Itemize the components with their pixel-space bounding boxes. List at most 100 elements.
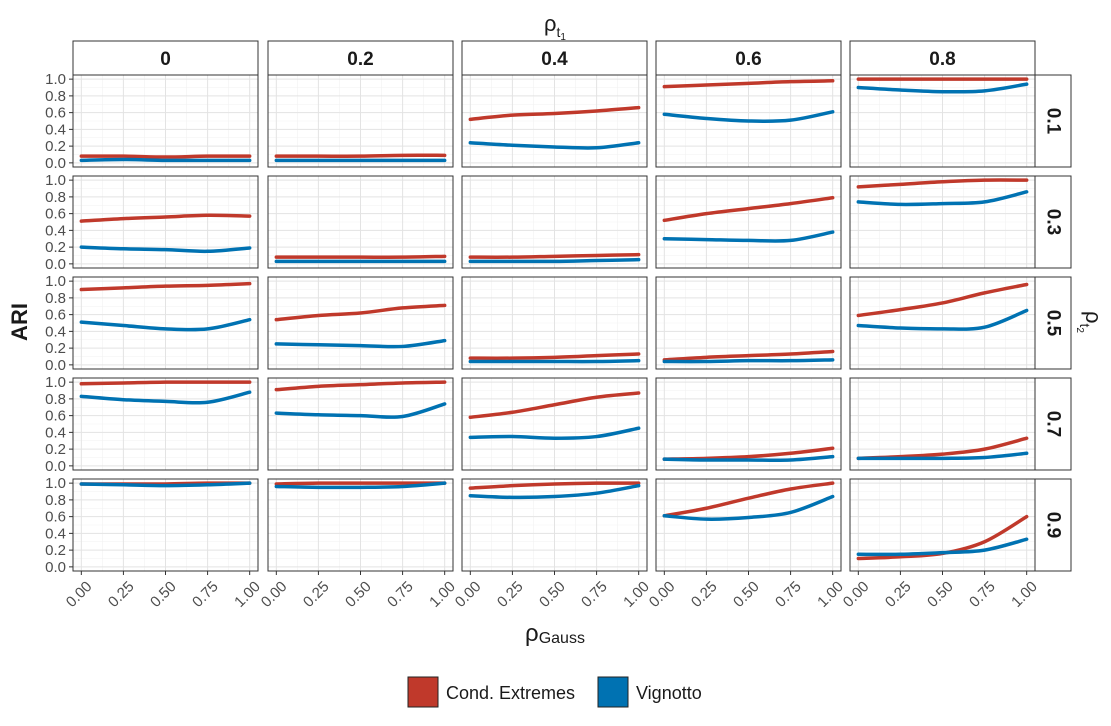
y-tick-label: 0.8 (45, 88, 66, 105)
panel-r0-c2 (461, 74, 648, 168)
series-line-cond-extremes (274, 254, 447, 259)
panel-border (461, 377, 648, 471)
panel-r3-c2 (461, 377, 648, 471)
series-line-vignotto (856, 537, 1029, 557)
panel-r3-c3 (655, 377, 842, 471)
series-line-cond-extremes (79, 154, 252, 159)
panel-r0-c0 (72, 74, 259, 168)
series-line-cond-extremes (468, 481, 641, 490)
y-tick-label: 0.8 (45, 189, 66, 206)
y-tick-label: 1.0 (45, 475, 66, 492)
series-line-cond-extremes (662, 79, 835, 89)
panel-r4-c4 (849, 478, 1036, 572)
y-tick-label: 0.4 (45, 323, 66, 340)
panel-r3-c0 (72, 377, 259, 471)
panel-r2-c1 (267, 276, 454, 370)
x-tick-label: 0.25 (882, 578, 915, 611)
panel-border (461, 175, 648, 269)
facet-row-title-subsub: 2 (1074, 327, 1085, 333)
series-line-vignotto (856, 451, 1029, 461)
column-strip-box (72, 40, 259, 76)
panel-r1-c1 (267, 175, 454, 269)
x-tick-label: 1.00 (620, 578, 653, 611)
x-tick-label: 0.00 (452, 578, 485, 611)
y-tick-label: 0.2 (45, 239, 66, 256)
series-line-cond-extremes (468, 252, 641, 259)
panel-border (72, 276, 259, 370)
facet-column-title-subsub: 1 (560, 32, 566, 43)
row-strips: 0.1 0.3 0.5 0.7 0.9 (1034, 74, 1072, 572)
facet-column-title: ρt1 (544, 11, 566, 43)
y-tick-label: 1.0 (45, 172, 66, 189)
series-line-vignotto (468, 358, 641, 364)
x-tick-label: 1.00 (1008, 578, 1041, 611)
column-strip-box (267, 40, 454, 76)
panel-border (655, 276, 842, 370)
series-line-vignotto (274, 402, 447, 419)
y-tick-label: 1.0 (45, 71, 66, 88)
y-tick-label: 0.4 (45, 222, 66, 239)
series-line-cond-extremes (662, 349, 835, 362)
series-line-vignotto (79, 317, 252, 332)
panel-r3-c4 (849, 377, 1036, 471)
y-tick-label: 1.0 (45, 374, 66, 391)
panel-r4-c3 (655, 478, 842, 572)
facet-row-title-symbol: ρ (1081, 311, 1106, 324)
series-line-vignotto (662, 494, 835, 521)
y-tick-label: 0.4 (45, 525, 66, 542)
row-strip-box (1034, 478, 1072, 572)
x-tick-label: 0.75 (384, 578, 417, 611)
panel-border (267, 175, 454, 269)
series-line-cond-extremes (856, 178, 1029, 189)
panel-border (655, 175, 842, 269)
series-line-vignotto (662, 454, 835, 462)
y-tick-label: 0.6 (45, 408, 66, 425)
series-line-vignotto (79, 245, 252, 254)
row-strip-label: 0.5 (1043, 310, 1064, 337)
x-tick-label: 0.25 (494, 578, 527, 611)
series-line-vignotto (468, 257, 641, 264)
y-tick-label: 0.4 (45, 424, 66, 441)
x-tick-label: 0.00 (63, 578, 96, 611)
panel-border (267, 377, 454, 471)
series-line-cond-extremes (79, 380, 252, 386)
x-tick-label: 0.50 (730, 578, 763, 611)
series-line-cond-extremes (662, 195, 835, 223)
panel-r2-c2 (461, 276, 648, 370)
column-strip-label: 0.8 (929, 49, 955, 70)
panel-r2-c4 (849, 276, 1036, 370)
x-tick-label: 0.25 (688, 578, 721, 611)
panel-r4-c2 (461, 478, 648, 572)
series-line-cond-extremes (468, 391, 641, 420)
y-tick-label: 0.6 (45, 206, 66, 223)
series-line-vignotto (468, 141, 641, 150)
x-tick-label: 0.50 (342, 578, 375, 611)
y-tick-label: 0.0 (45, 155, 66, 172)
x-tick-label: 0.25 (105, 578, 138, 611)
facet-column-title-symbol: ρ (544, 11, 557, 36)
panel-r2-c0 (72, 276, 259, 370)
panels-layer (72, 74, 1036, 572)
panel-border (72, 377, 259, 471)
x-axis-title-symbol: ρ (525, 620, 539, 647)
row-strip-label: 0.9 (1043, 512, 1064, 538)
row-strip-label: 0.3 (1043, 209, 1064, 235)
row-strip-box (1034, 377, 1072, 471)
series-line-vignotto (468, 426, 641, 440)
series-line-vignotto (856, 82, 1029, 94)
row-strip-box (1034, 74, 1072, 168)
series-line-vignotto (274, 338, 447, 349)
x-tick-label: 0.00 (258, 578, 291, 611)
panel-border (461, 276, 648, 370)
facet-column-title-sub: t (557, 24, 561, 40)
legend-key-cond-extremes (407, 676, 439, 708)
series-line-cond-extremes (274, 380, 447, 392)
panel-r1-c4 (849, 175, 1036, 269)
series-line-vignotto (662, 230, 835, 243)
panel-r4-c1 (267, 478, 454, 572)
facet-row-title-group: ρt2 (1074, 311, 1106, 333)
facet-row-title-sub: t (1077, 324, 1093, 328)
column-strip-label: 0.2 (347, 49, 373, 70)
column-strip-box (849, 40, 1036, 76)
series-line-vignotto (468, 483, 641, 500)
